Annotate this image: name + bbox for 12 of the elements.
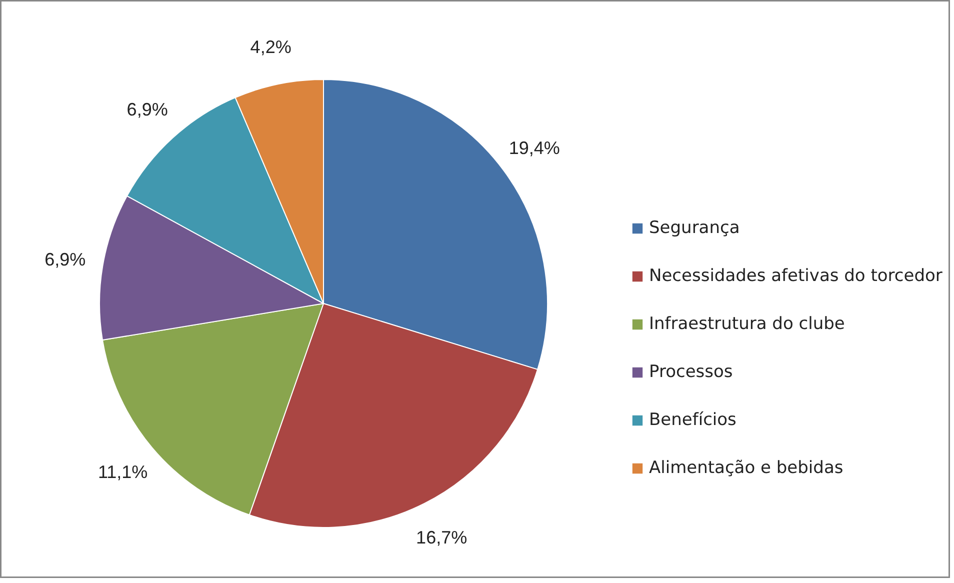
data-label: 6,9% [44,250,86,270]
data-label: 4,2% [250,36,292,57]
legend-label: Necessidades afetivas do torcedor [649,266,942,286]
legend-label: Processos [649,362,733,382]
legend-label: Alimentação e bebidas [649,458,844,478]
data-label: 6,9% [126,99,168,120]
data-label: 11,1% [98,462,148,482]
legend-label: Benefícios [649,410,736,430]
data-label: 16,7% [416,527,468,548]
legend-label: Infraestrutura do clube [649,314,845,334]
data-label: 19,4% [508,138,560,158]
legend-label: Segurança [649,218,740,238]
